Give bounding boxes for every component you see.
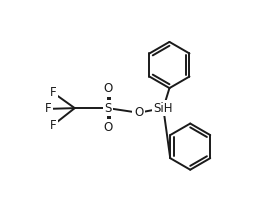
Text: F: F — [50, 86, 56, 99]
Text: SiH: SiH — [153, 102, 173, 115]
Text: F: F — [50, 119, 56, 132]
Text: O: O — [103, 82, 113, 95]
Text: O: O — [103, 121, 113, 134]
Text: O: O — [134, 106, 143, 119]
Text: S: S — [104, 102, 112, 115]
Text: F: F — [44, 102, 51, 115]
